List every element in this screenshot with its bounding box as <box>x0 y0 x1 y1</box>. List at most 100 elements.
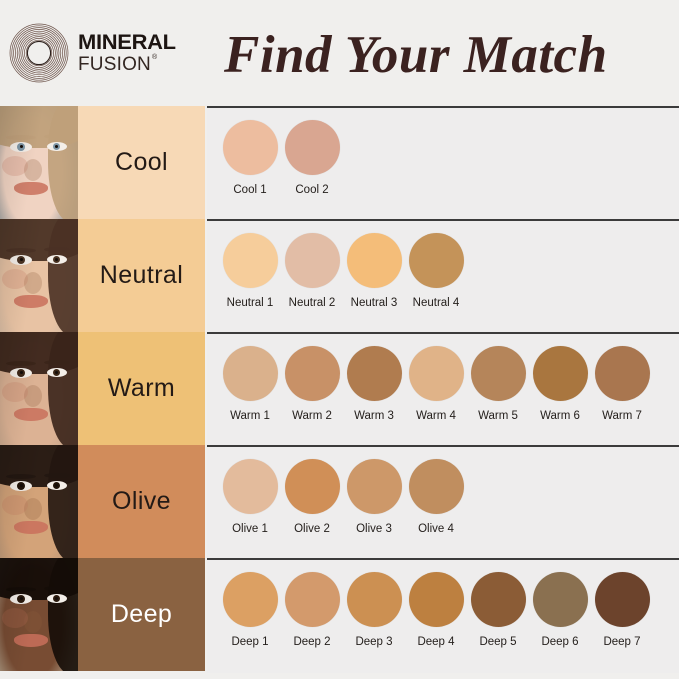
undertone-label-cell[interactable]: Cool <box>78 106 205 219</box>
shade-swatch-label: Deep 6 <box>541 636 579 648</box>
shade-swatch-circle[interactable] <box>408 346 464 401</box>
shade-swatch[interactable]: Warm 1 <box>218 346 282 422</box>
shade-swatch-circle[interactable] <box>284 572 340 627</box>
shade-swatch-label: Warm 1 <box>230 410 270 422</box>
shade-swatch-circle[interactable] <box>532 572 588 627</box>
shade-swatch-circle[interactable] <box>284 459 340 514</box>
shade-swatch-label: Olive 3 <box>356 523 392 535</box>
shade-swatch-label: Deep 5 <box>479 636 517 648</box>
undertone-label-cell[interactable]: Warm <box>78 332 205 445</box>
shade-swatch[interactable]: Warm 6 <box>528 346 592 422</box>
shade-swatch-label: Deep 3 <box>355 636 393 648</box>
shade-swatch-circle[interactable] <box>222 572 278 627</box>
shade-swatch-circle[interactable] <box>532 346 588 401</box>
shade-swatch-label: Cool 2 <box>295 184 329 196</box>
shade-swatch-panel: Warm 1 Warm 2 Warm 3 Warm 4 Warm 5 Warm 6 Warm… <box>207 332 679 447</box>
shade-swatch[interactable]: Warm 3 <box>342 346 406 422</box>
concentric-rings-icon <box>8 22 70 84</box>
shade-swatch-circle[interactable] <box>222 459 278 514</box>
shade-swatch[interactable]: Neutral 4 <box>404 233 468 309</box>
shade-swatch-label: Warm 2 <box>292 410 332 422</box>
shade-swatch[interactable]: Deep 3 <box>342 572 406 648</box>
shade-swatch-circle[interactable] <box>346 233 402 288</box>
model-portrait <box>0 332 78 445</box>
shade-swatch-circle[interactable] <box>470 572 526 627</box>
shade-swatch-circle[interactable] <box>594 346 650 401</box>
shade-swatch[interactable]: Cool 2 <box>280 120 344 196</box>
shade-swatch[interactable]: Deep 6 <box>528 572 592 648</box>
shade-swatch-label: Warm 4 <box>416 410 456 422</box>
shade-swatch[interactable]: Deep 5 <box>466 572 530 648</box>
shade-swatch-circle[interactable] <box>346 572 402 627</box>
brand-logo: MINERAL FUSION® <box>8 22 194 84</box>
shade-swatch-circle[interactable] <box>594 572 650 627</box>
shade-swatch-label: Neutral 2 <box>288 297 336 309</box>
shade-swatch-circle[interactable] <box>284 346 340 401</box>
shade-swatch-label: Warm 3 <box>354 410 394 422</box>
undertone-row: Olive Olive 1 Olive 2 Olive 3 Olive 4 <box>0 445 679 560</box>
shade-swatch[interactable]: Warm 2 <box>280 346 344 422</box>
shade-swatch-circle[interactable] <box>222 120 278 175</box>
undertone-label: Warm <box>107 374 176 402</box>
shade-swatch-label: Neutral 3 <box>350 297 398 309</box>
shade-swatch-label: Neutral 1 <box>226 297 274 309</box>
shade-swatch-panel: Cool 1 Cool 2 <box>207 106 679 221</box>
undertone-label-cell[interactable]: Neutral <box>78 219 205 332</box>
undertone-label-cell[interactable]: Olive <box>78 445 205 558</box>
shade-swatch-circle[interactable] <box>284 120 340 175</box>
brand-name-line2: FUSION® <box>78 54 174 76</box>
shade-swatch-circle[interactable] <box>346 346 402 401</box>
shade-swatch[interactable]: Deep 2 <box>280 572 344 648</box>
shade-swatch-label: Warm 7 <box>602 410 642 422</box>
undertone-row: Cool Cool 1 Cool 2 <box>0 106 679 221</box>
shade-swatch-circle[interactable] <box>408 459 464 514</box>
shade-swatch-label: Olive 2 <box>294 523 330 535</box>
undertone-label: Deep <box>110 600 173 628</box>
shade-swatch-label: Deep 2 <box>293 636 331 648</box>
model-portrait <box>0 445 78 558</box>
shade-swatch[interactable]: Warm 7 <box>590 346 654 422</box>
undertone-label: Neutral <box>99 261 184 289</box>
model-photo-cell <box>0 558 78 671</box>
shade-swatch[interactable]: Olive 3 <box>342 459 406 535</box>
model-photo-cell <box>0 445 78 558</box>
undertone-row: Warm Warm 1 Warm 2 Warm 3 Warm 4 Warm 5 Warm 6… <box>0 332 679 447</box>
shade-swatch-label: Deep 7 <box>603 636 641 648</box>
shade-swatch[interactable]: Warm 4 <box>404 346 468 422</box>
shade-swatch-label: Olive 4 <box>418 523 454 535</box>
shade-swatch-label: Cool 1 <box>233 184 267 196</box>
shade-swatch-panel: Neutral 1 Neutral 2 Neutral 3 Neutral 4 <box>207 219 679 334</box>
model-photo-cell <box>0 332 78 445</box>
model-portrait <box>0 219 78 332</box>
shade-swatch[interactable]: Neutral 3 <box>342 233 406 309</box>
brand-wordmark: MINERAL FUSION® <box>78 29 176 76</box>
shade-swatch[interactable]: Deep 7 <box>590 572 654 648</box>
shade-swatch[interactable]: Deep 1 <box>218 572 282 648</box>
shade-swatch[interactable]: Olive 1 <box>218 459 282 535</box>
shade-swatch[interactable]: Olive 2 <box>280 459 344 535</box>
shade-swatch-label: Warm 6 <box>540 410 580 422</box>
shade-swatch-circle[interactable] <box>222 233 278 288</box>
shade-swatch-circle[interactable] <box>408 233 464 288</box>
shade-swatch-circle[interactable] <box>284 233 340 288</box>
shade-swatch-circle[interactable] <box>346 459 402 514</box>
shade-swatch[interactable]: Deep 4 <box>404 572 468 648</box>
shade-swatch-label: Neutral 4 <box>412 297 460 309</box>
shade-swatch-panel: Olive 1 Olive 2 Olive 3 Olive 4 <box>207 445 679 560</box>
shade-swatch-label: Warm 5 <box>478 410 518 422</box>
brand-name-line1: MINERAL <box>78 29 176 54</box>
shade-swatch[interactable]: Warm 5 <box>466 346 530 422</box>
shade-swatch[interactable]: Neutral 1 <box>218 233 282 309</box>
undertone-row: Deep Deep 1 Deep 2 Deep 3 Deep 4 Deep 5 Deep 6… <box>0 558 679 673</box>
shade-swatch-panel: Deep 1 Deep 2 Deep 3 Deep 4 Deep 5 Deep 6 Deep… <box>207 558 679 673</box>
brand-name-line2-text: FUSION <box>78 54 151 76</box>
shade-swatch-circle[interactable] <box>408 572 464 627</box>
undertone-label-cell[interactable]: Deep <box>78 558 205 671</box>
shade-swatch-circle[interactable] <box>222 346 278 401</box>
shade-swatch[interactable]: Cool 1 <box>218 120 282 196</box>
model-photo-cell <box>0 106 78 219</box>
shade-swatch[interactable]: Olive 4 <box>404 459 468 535</box>
shade-swatch[interactable]: Neutral 2 <box>280 233 344 309</box>
shade-swatch-circle[interactable] <box>470 346 526 401</box>
